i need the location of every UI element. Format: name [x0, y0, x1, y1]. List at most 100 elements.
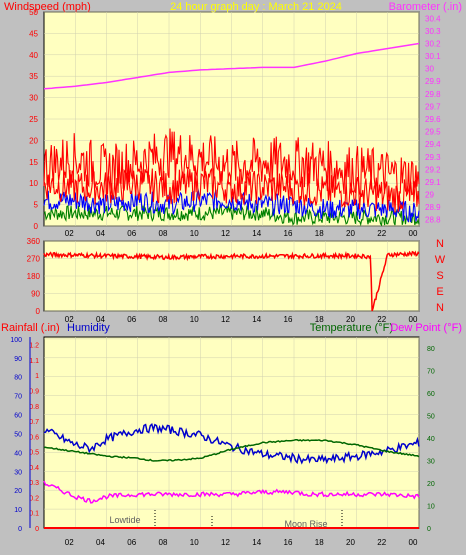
- tick-label: 08: [159, 538, 168, 547]
- tick-label: 35: [29, 72, 38, 81]
- barometer-line: [43, 42, 420, 90]
- compass-letter: N: [436, 238, 444, 250]
- tick-label: 14: [252, 538, 261, 547]
- tick-label: 60: [427, 391, 435, 398]
- tick-label: 0.9: [29, 388, 39, 395]
- tick-label: 00: [409, 315, 418, 324]
- wind-line-4: [43, 204, 420, 227]
- tick-label: 18: [315, 538, 324, 547]
- barometer-label: Barometer (.in): [389, 1, 462, 13]
- tick-label: 10: [14, 507, 22, 514]
- tick-label: 1.1: [29, 358, 39, 365]
- tick-label: 20: [29, 136, 38, 145]
- tick-label: 15: [29, 158, 38, 167]
- tick-label: 50: [14, 431, 22, 438]
- tick-label: 06: [127, 538, 136, 547]
- dewpoint-label: Dew Point (°F): [390, 322, 462, 334]
- tick-label: 29.6: [425, 115, 441, 124]
- tick-label: 90: [14, 356, 22, 363]
- tick-label: 00: [409, 229, 418, 238]
- tick-label: 80: [14, 375, 22, 382]
- tick-label: 22: [377, 315, 386, 324]
- tick-label: 45: [29, 29, 38, 38]
- tick-label: 40: [14, 450, 22, 457]
- tick-label: 0.3: [29, 480, 39, 487]
- tick-label: 20: [346, 315, 355, 324]
- tick-label: 12: [221, 538, 230, 547]
- temperature-axis: 0 10 20 30 40 50 60 70 80: [427, 346, 435, 533]
- tick-label: 02: [65, 229, 74, 238]
- compass-letter: E: [436, 286, 443, 298]
- tick-label: 29.8: [425, 90, 441, 99]
- tick-label: 30: [14, 469, 22, 476]
- tick-label: 0: [34, 222, 39, 231]
- tick-label: 70: [14, 394, 22, 401]
- tick-label: 20: [346, 538, 355, 547]
- tick-label: 30.2: [425, 39, 441, 48]
- tick-label: 04: [96, 229, 105, 238]
- climate-series: [43, 422, 420, 529]
- tick-label: 30.4: [425, 14, 441, 23]
- direction-line: [43, 250, 420, 312]
- tick-label: 180: [27, 272, 41, 281]
- climate-line-2: [43, 480, 420, 504]
- tick-label: 0.4: [29, 465, 39, 472]
- rainfall-axis: 0 0.1 0.2 0.3 0.4 0.5 0.6 0.7 0.8 0.9 1 1.1 1.2: [29, 343, 39, 533]
- tick-label: 40: [29, 51, 38, 60]
- tick-label: 14: [252, 229, 261, 238]
- tick-label: 20: [14, 488, 22, 495]
- tick-label: 10: [29, 179, 38, 188]
- tick-label: 30.1: [425, 52, 441, 61]
- tick-label: 0: [18, 526, 22, 533]
- tick-label: 02: [65, 538, 74, 547]
- tick-label: 0: [427, 526, 431, 533]
- tick-label: 50: [427, 414, 435, 421]
- tick-label: 18: [315, 229, 324, 238]
- tick-label: 0.7: [29, 419, 39, 426]
- tick-label: 08: [159, 229, 168, 238]
- tick-label: 08: [159, 315, 168, 324]
- tick-label: 30: [29, 94, 38, 103]
- tick-label: 29: [425, 191, 434, 200]
- tick-label: 18: [315, 315, 324, 324]
- annotation-lowtide: Lowtide: [109, 510, 156, 528]
- tick-label: 0.6: [29, 434, 39, 441]
- tick-label: 29.9: [425, 77, 441, 86]
- tick-label: 70: [427, 369, 435, 376]
- tick-label: 22: [377, 229, 386, 238]
- tick-label: 29.5: [425, 128, 441, 137]
- barometer-axis: 28.8 28.9 29 29.1 29.2 29.3 29.4 29.5 29.6 29.7 29…: [425, 14, 441, 224]
- tick-label: 30.3: [425, 27, 441, 36]
- tick-label: 0.2: [29, 495, 39, 502]
- climate-line-1: [43, 438, 420, 462]
- tick-label: 20: [427, 481, 435, 488]
- compass-letter: S: [436, 270, 443, 282]
- climate-line-0: [43, 422, 420, 465]
- compass-letter: N: [436, 302, 444, 314]
- tick-label: 10: [190, 538, 199, 547]
- graph-title: 24 hour graph day : March 21 2024: [170, 1, 342, 13]
- tick-label: 14: [252, 315, 261, 324]
- annotation-moonrise: Moon Rise: [284, 510, 343, 529]
- wind-line-1: [43, 128, 420, 202]
- tick-label: 100: [10, 337, 22, 344]
- tick-label: 00: [409, 538, 418, 547]
- tick-label: 04: [96, 315, 105, 324]
- tick-label: 29.7: [425, 102, 441, 111]
- tick-label: 360: [27, 237, 41, 246]
- tick-label: 16: [284, 315, 293, 324]
- tick-label: 0: [36, 307, 41, 316]
- tick-label: 5: [34, 201, 39, 210]
- tick-label: 10: [190, 315, 199, 324]
- tick-label: 1.2: [29, 343, 39, 350]
- tick-label: 30: [425, 65, 434, 74]
- tick-label: 0.1: [29, 511, 39, 518]
- tick-label: 29.2: [425, 165, 441, 174]
- humidity-label: Humidity: [67, 322, 110, 334]
- lowtide-label: Lowtide: [109, 515, 140, 525]
- tick-label: 25: [29, 115, 38, 124]
- tick-label: 12: [221, 229, 230, 238]
- tick-label: 30: [427, 459, 435, 466]
- tick-label: 40: [427, 436, 435, 443]
